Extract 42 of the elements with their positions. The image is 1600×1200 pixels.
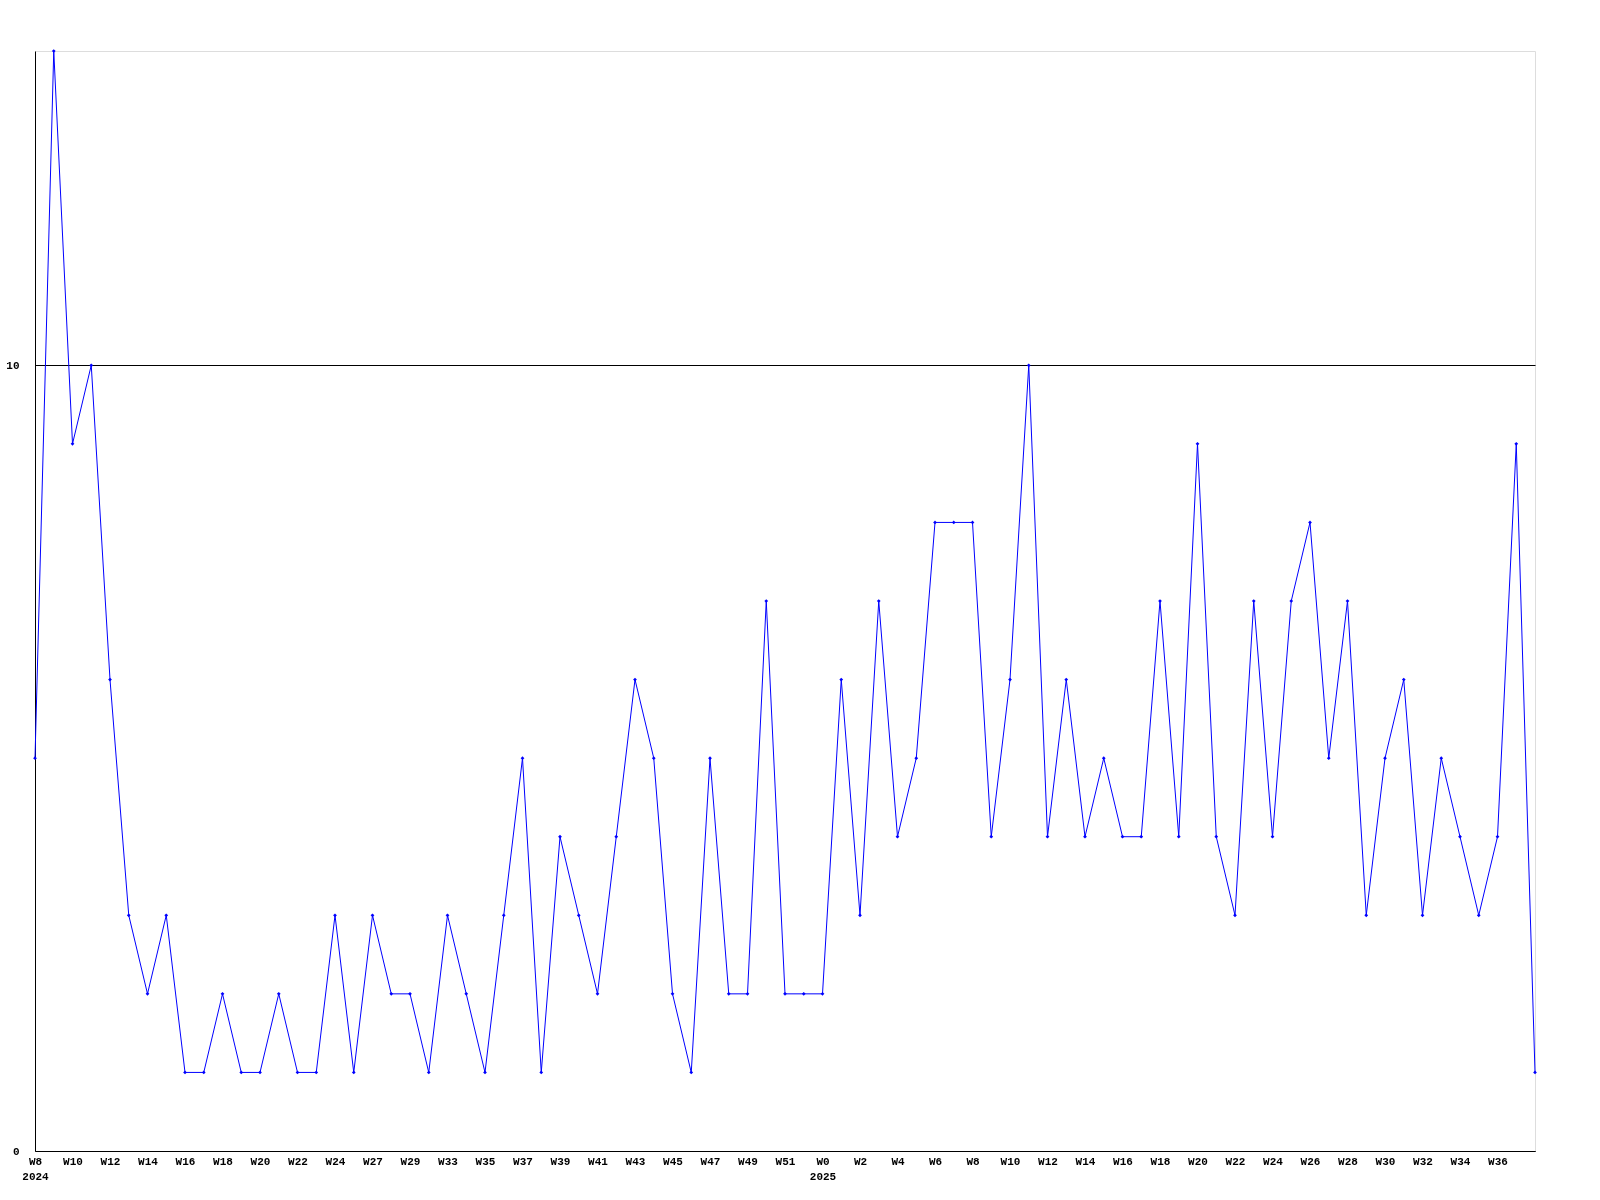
x-tick-label: W8	[966, 1155, 980, 1168]
x-tick-label: W10	[63, 1155, 83, 1168]
x-tick-label: W16	[1113, 1155, 1133, 1168]
x-tick-label: W12	[1038, 1155, 1058, 1168]
x-tick-label: W18	[213, 1155, 234, 1168]
x-tick-label: W36	[1488, 1155, 1508, 1168]
x-tick-label: W6	[928, 1155, 943, 1168]
x-tick-label: W35	[475, 1155, 496, 1168]
x-tick-label: W27	[363, 1155, 383, 1168]
x-tick-label: W51	[775, 1155, 796, 1168]
x-tick-label: W2	[853, 1155, 868, 1168]
x-tick-label: W37	[513, 1155, 533, 1168]
y-tick-label: 10	[6, 359, 20, 372]
x-tick-label: W10	[1000, 1155, 1021, 1168]
x-tick-label: W28	[1338, 1155, 1359, 1168]
x-tick-label: W29	[400, 1155, 421, 1168]
x-tick-label: W0 2025	[809, 1155, 837, 1183]
x-tick-label: W41	[588, 1155, 609, 1168]
x-tick-label: W12	[100, 1155, 121, 1168]
x-tick-label: W26	[1300, 1155, 1321, 1168]
y-tick-label: 0	[12, 1145, 20, 1158]
x-tick-label: W45	[663, 1155, 684, 1168]
x-tick-label: W32	[1413, 1155, 1433, 1168]
x-tick-label: W20	[250, 1155, 271, 1168]
x-tick-label: W8 2024	[22, 1155, 50, 1183]
x-tick-label: W33	[438, 1155, 459, 1168]
x-tick-label: W16	[175, 1155, 196, 1168]
x-tick-label: W4	[891, 1155, 905, 1168]
x-tick-label: W22	[288, 1155, 308, 1168]
x-tick-label: W24	[325, 1155, 346, 1168]
x-tick-label: W43	[625, 1155, 646, 1168]
x-tick-label: W30	[1375, 1155, 1396, 1168]
x-tick-label: W49	[738, 1155, 758, 1168]
x-tick-label: W34	[1450, 1155, 1471, 1168]
x-tick-label: W14	[1075, 1155, 1096, 1168]
x-tick-label: W24	[1263, 1155, 1284, 1168]
x-tick-label: W39	[550, 1155, 571, 1168]
x-tick-label: W14	[138, 1155, 159, 1168]
x-tick-label: W22	[1225, 1155, 1246, 1168]
x-tick-label: W47	[700, 1155, 721, 1168]
x-tick-label: W18	[1150, 1155, 1171, 1168]
x-tick-label: W20	[1188, 1155, 1208, 1168]
